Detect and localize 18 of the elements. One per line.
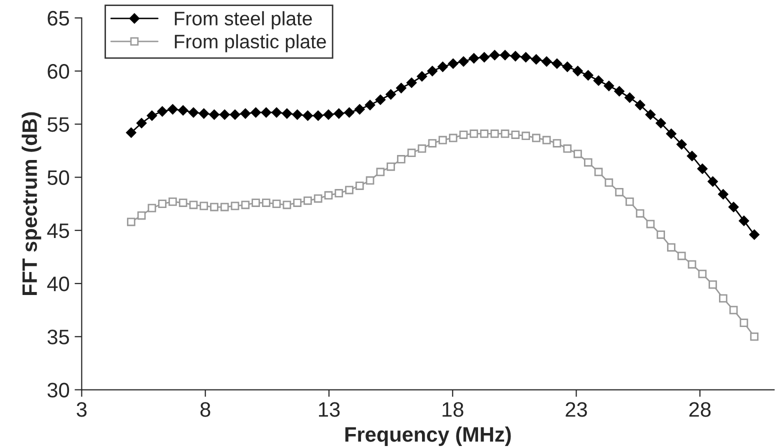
x-axis-title: Frequency (MHz): [345, 426, 511, 446]
y-tick-label: 60: [48, 64, 70, 79]
y-axis-title: FFT spectrum (dB): [22, 112, 42, 296]
y-tick-label: 50: [48, 170, 70, 186]
x-tick-label: 13: [318, 402, 340, 417]
x-tick-label: 18: [442, 402, 464, 417]
x-tick-label: 28: [689, 402, 711, 417]
legend-label: From steel plate: [174, 11, 312, 30]
y-tick-label: 45: [47, 224, 70, 238]
x-tick-label: 23: [566, 402, 587, 417]
y-tick-label: 35: [48, 330, 70, 344]
y-tick-label: 30: [48, 382, 70, 398]
legend-label: From plastic plate: [174, 34, 326, 52]
x-tick-label: 8: [200, 402, 210, 417]
x-tick-label: 3: [76, 402, 87, 417]
y-tick-label: 55: [48, 117, 70, 132]
y-tick-label: 40: [47, 276, 70, 292]
y-tick-label: 65: [48, 10, 70, 26]
